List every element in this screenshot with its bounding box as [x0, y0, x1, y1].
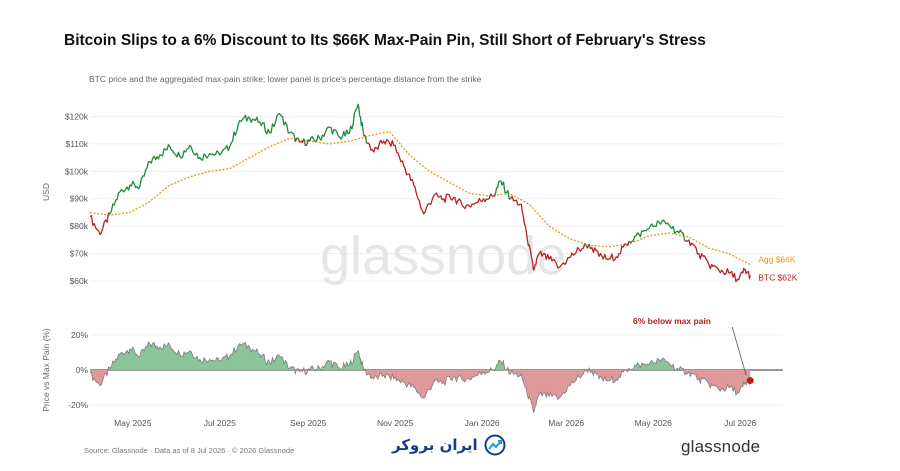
upper-series-group	[89, 103, 751, 283]
x-tick-label: May 2025	[114, 418, 152, 428]
lower-y-axis-title: Price vs Max Pain (%)	[41, 328, 51, 412]
btc-price-line-above	[108, 113, 296, 215]
negative-discount-area	[90, 370, 751, 413]
upper-y-tick-labels: $60k $70k $80k $90k $100k $110k $120k	[65, 111, 89, 286]
x-tick-label: Mar 2026	[548, 418, 584, 428]
annotation-leader-line	[731, 326, 747, 376]
lower-y-tick-label: -20%	[68, 400, 88, 410]
btc-price-line-above	[624, 243, 627, 246]
btc-price-line-below	[590, 243, 626, 262]
current-value-marker	[746, 377, 754, 385]
x-tick-label: Jul 2026	[724, 418, 756, 428]
x-tick-labels: May 2025 Jul 2025 Sep 2025 Nov 2025 Jan 2026…	[114, 418, 756, 428]
btc-price-line-above	[494, 180, 510, 200]
pct-distance-line	[89, 341, 751, 414]
chart-subtitle: BTC price and the aggregated max-pain st…	[89, 74, 482, 84]
lower-y-tick-labels: -20% 0% 20%	[68, 330, 88, 410]
upper-y-tick-label: $110k	[65, 139, 88, 149]
btc-price-line-above	[307, 103, 368, 144]
lower-y-tick-label: 0%	[76, 365, 89, 375]
upper-y-axis-title: USD	[41, 183, 51, 201]
btc-price-line-below	[305, 139, 309, 147]
lower-series-group	[89, 341, 751, 414]
footer-source: Source: Glassnode · Data as of 8 Jul 202…	[84, 446, 295, 455]
btc-price-line-above	[628, 219, 686, 244]
agg-end-label: Agg $66K	[758, 255, 796, 265]
btc-price-line-above	[584, 243, 587, 246]
brand-logo: glassnode	[681, 437, 761, 456]
lower-y-tick-label: 20%	[71, 330, 88, 340]
x-tick-label: Nov 2025	[377, 418, 414, 428]
btc-price-line-below	[89, 212, 110, 236]
trend-arrow-icon	[484, 434, 506, 456]
btc-end-label: BTC $62K	[758, 273, 798, 283]
btc-price-line-below	[299, 138, 305, 144]
x-tick-label: Jan 2026	[465, 418, 500, 428]
annotation-group: 6% below max pain	[633, 316, 754, 385]
btc-price-line-below	[492, 192, 497, 197]
positive-premium-area	[108, 342, 685, 370]
btc-price-line-below	[366, 139, 492, 215]
btc-price-line-below	[625, 241, 630, 247]
btc-price-line-below	[509, 195, 586, 271]
btc-price-line-below	[585, 243, 590, 249]
btc-price-line-below	[294, 137, 298, 143]
btc-price-line-below	[684, 239, 751, 283]
x-tick-label: May 2026	[635, 418, 673, 428]
upper-y-tick-label: $60k	[70, 276, 89, 286]
x-tick-label: Jul 2025	[204, 418, 236, 428]
annotation-label: 6% below max pain	[633, 316, 711, 326]
upper-gridlines	[90, 116, 783, 282]
btc-price-line-above	[490, 193, 493, 197]
upper-y-tick-label: $70k	[70, 249, 89, 259]
upper-y-tick-label: $90k	[70, 194, 89, 204]
partner-logo: ایران بروکر	[392, 432, 506, 458]
upper-y-tick-label: $120k	[65, 111, 89, 121]
btc-price-line-above	[588, 243, 592, 249]
chart-title: Bitcoin Slips to a 6% Discount to Its $6…	[64, 32, 706, 49]
partner-logo-text: ایران بروکر	[392, 436, 478, 454]
btc-price-line-above	[296, 137, 301, 143]
upper-y-tick-label: $100k	[65, 166, 89, 176]
watermark-text: glassnode	[320, 226, 566, 286]
upper-y-tick-label: $80k	[70, 221, 89, 231]
max-pain-line	[89, 130, 751, 266]
btc-price-line-above	[303, 138, 306, 146]
x-tick-label: Sep 2025	[290, 418, 327, 428]
